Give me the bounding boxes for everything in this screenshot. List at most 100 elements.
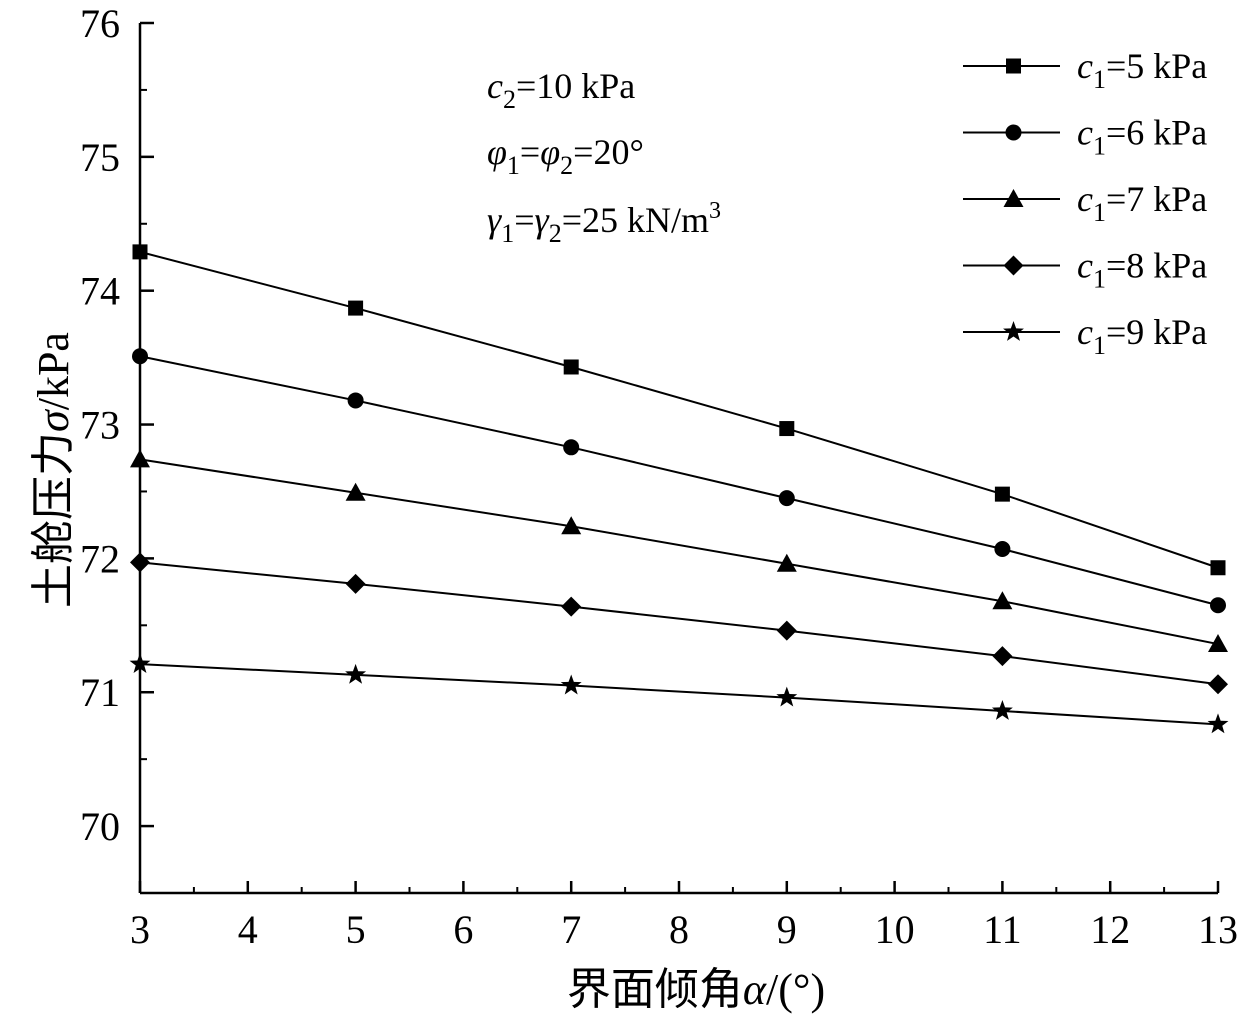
y-tick-label: 76	[80, 1, 120, 46]
axis-titles: 界面倾角α/(°) 土舱压力σ/kPa	[29, 332, 825, 1014]
x-tick-label: 6	[453, 907, 473, 952]
y-tick-label: 72	[80, 536, 120, 581]
data-point	[1207, 713, 1229, 734]
data-point	[130, 449, 150, 468]
annotation-part: c	[487, 66, 503, 106]
data-point	[560, 674, 582, 695]
series-line	[139, 250, 1219, 569]
x-tick-label: 5	[346, 907, 366, 952]
series-line	[139, 458, 1219, 646]
y-tick-label: 75	[80, 135, 120, 180]
data-point	[345, 573, 366, 594]
series-line	[139, 663, 1219, 726]
legend-symbol: c	[1077, 312, 1093, 352]
legend-value: =8 kPa	[1106, 246, 1207, 286]
data-point	[776, 620, 797, 641]
annotation-part: 2	[560, 151, 573, 180]
annotation-part: =25 kN/m	[562, 200, 709, 240]
annotation-part: φ	[487, 132, 507, 172]
data-point	[130, 552, 150, 573]
legend-subscript: 1	[1093, 132, 1106, 161]
legend-symbol: c	[1077, 246, 1093, 286]
legend-symbol: c	[1077, 179, 1093, 219]
x-tick-label: 7	[561, 907, 581, 952]
x-axis-title-symbol: α	[743, 965, 767, 1014]
annotation-part: 1	[501, 219, 514, 248]
x-axis-title-unit: /(°)	[766, 965, 825, 1014]
legend-marker	[1003, 321, 1024, 341]
legend-marker	[1005, 124, 1022, 141]
annotation-line: γ1=γ2=25 kN/m3	[487, 198, 721, 248]
series-5	[129, 653, 1229, 734]
x-tick-label: 13	[1198, 907, 1238, 952]
series-4	[130, 552, 1228, 695]
legend-value: =6 kPa	[1106, 113, 1207, 153]
data-point	[561, 516, 582, 535]
y-axis-title-unit: /kPa	[29, 332, 78, 410]
x-tick-label: 8	[669, 907, 689, 952]
series-2	[132, 348, 1226, 614]
annotation-part: =20°	[573, 132, 644, 172]
legend-item: c1=7 kPa	[963, 179, 1207, 227]
x-tick-label: 12	[1090, 907, 1130, 952]
annotation-part: 1	[507, 151, 520, 180]
data-point	[991, 699, 1013, 720]
legend-subscript: 1	[1093, 198, 1106, 227]
legend-item: c1=8 kPa	[963, 246, 1207, 294]
legend-subscript: 1	[1093, 65, 1106, 94]
series-layer	[129, 244, 1229, 734]
data-point	[345, 482, 366, 501]
data-point	[1210, 560, 1226, 576]
annotation-part: 3	[709, 198, 721, 224]
y-tick-label: 73	[80, 403, 120, 448]
legend-label: c1=7 kPa	[1077, 179, 1207, 227]
annotation-part: 2	[549, 219, 562, 248]
legend-label: c1=6 kPa	[1077, 113, 1207, 161]
data-point	[776, 553, 797, 572]
data-point	[779, 421, 795, 437]
x-axis-title: 界面倾角α/(°)	[567, 965, 825, 1014]
x-tick-label: 9	[777, 907, 797, 952]
annotation-line: c2=10 kPa	[487, 66, 635, 114]
annotation-part: =10 kPa	[516, 66, 635, 106]
x-tick-label: 4	[238, 907, 258, 952]
data-point	[563, 439, 580, 456]
legend-item: c1=6 kPa	[963, 113, 1207, 161]
x-tick-label: 11	[983, 907, 1022, 952]
y-axis-title-text: 土舱压力	[29, 432, 78, 608]
y-tick-label: 71	[80, 670, 120, 715]
data-point	[992, 591, 1013, 610]
data-point	[1208, 634, 1228, 653]
annotation-part: 2	[503, 85, 516, 114]
annotation-part: γ	[535, 200, 550, 240]
data-point	[1208, 674, 1228, 695]
series-line	[139, 561, 1219, 686]
series-line	[139, 355, 1219, 607]
legend-symbol: c	[1077, 113, 1093, 153]
legend-marker	[1003, 255, 1024, 276]
data-point	[132, 348, 148, 365]
legend-item: c1=5 kPa	[963, 46, 1207, 94]
data-point	[132, 244, 148, 260]
legend-subscript: 1	[1093, 265, 1106, 294]
data-point	[345, 663, 367, 684]
legend-item: c1=9 kPa	[963, 312, 1207, 360]
legend-symbol: c	[1077, 46, 1093, 86]
x-axis-title-text: 界面倾角	[567, 965, 743, 1014]
annotation-part: =	[520, 132, 540, 172]
data-point	[1210, 597, 1226, 614]
x-tick-label: 10	[875, 907, 915, 952]
legend-value: =9 kPa	[1106, 312, 1207, 352]
data-point	[347, 392, 364, 409]
legend-label: c1=5 kPa	[1077, 46, 1207, 94]
data-point	[348, 300, 364, 316]
data-point	[129, 653, 151, 674]
legend-subscript: 1	[1093, 331, 1106, 360]
annotation-line: φ1=φ2=20°	[487, 132, 644, 180]
y-tick-label: 74	[80, 269, 120, 314]
legend-value: =7 kPa	[1106, 179, 1207, 219]
annotation-part: =	[514, 200, 534, 240]
